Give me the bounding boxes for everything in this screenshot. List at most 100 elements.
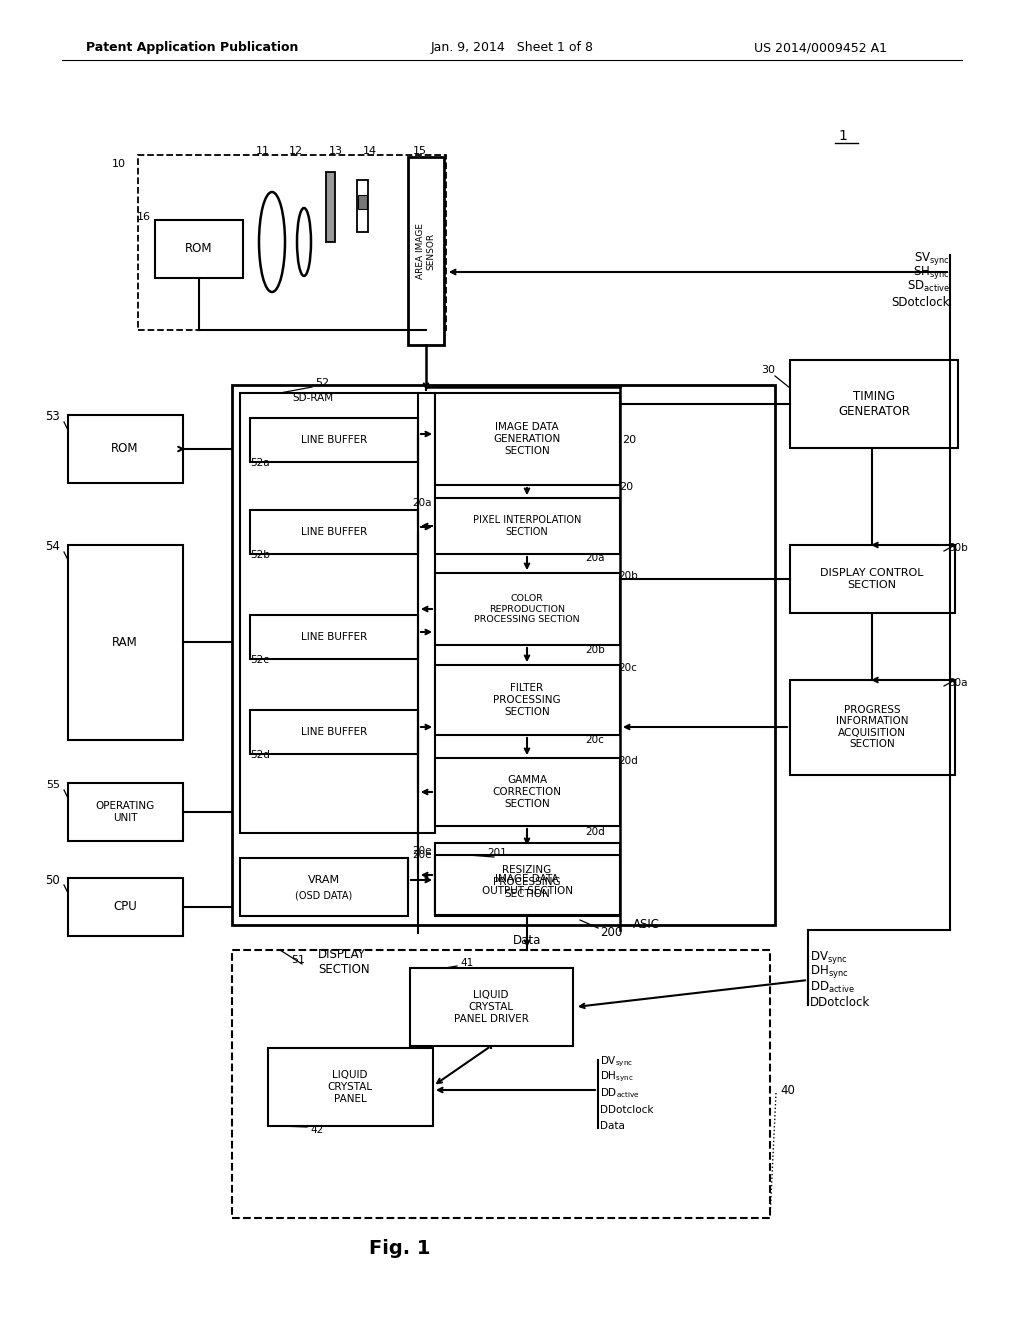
Bar — [410, 968, 573, 1045]
Text: 40: 40 — [780, 1084, 795, 1097]
Text: SDotclock: SDotclock — [892, 296, 950, 309]
Text: 42: 42 — [310, 1125, 324, 1135]
Text: DH$_\mathregular{sync}$: DH$_\mathregular{sync}$ — [600, 1069, 634, 1084]
Text: ROM: ROM — [112, 442, 138, 455]
Text: 11: 11 — [256, 147, 270, 156]
Text: 16: 16 — [137, 213, 151, 222]
Bar — [138, 154, 446, 330]
Text: Patent Application Publication: Patent Application Publication — [86, 41, 298, 54]
Bar — [155, 220, 243, 279]
Text: 20: 20 — [622, 436, 636, 445]
Text: DDotclock: DDotclock — [600, 1105, 653, 1115]
Text: DDotclock: DDotclock — [810, 997, 870, 1010]
Text: 20a: 20a — [413, 498, 432, 508]
Text: LINE BUFFER: LINE BUFFER — [301, 632, 368, 642]
Bar — [790, 545, 955, 612]
Bar — [435, 498, 620, 554]
Text: CPU: CPU — [113, 900, 137, 913]
Bar — [68, 545, 183, 741]
Text: DV$_\mathregular{sync}$: DV$_\mathregular{sync}$ — [600, 1055, 634, 1069]
Text: DD$_\mathregular{active}$: DD$_\mathregular{active}$ — [810, 979, 855, 994]
Text: 30b: 30b — [948, 543, 968, 553]
Text: 1: 1 — [839, 129, 848, 143]
Text: 20a: 20a — [585, 553, 604, 564]
Text: 20c: 20c — [585, 735, 604, 744]
Text: 30: 30 — [761, 366, 775, 375]
Text: DISPLAY CONTROL
SECTION: DISPLAY CONTROL SECTION — [820, 568, 924, 590]
Text: 52: 52 — [315, 378, 329, 388]
Text: ASIC: ASIC — [633, 917, 660, 931]
Bar — [408, 157, 444, 345]
Text: SH$_\mathregular{sync}$: SH$_\mathregular{sync}$ — [913, 264, 950, 281]
Text: 12: 12 — [289, 147, 303, 156]
Text: DH$_\mathregular{sync}$: DH$_\mathregular{sync}$ — [810, 964, 849, 981]
Bar — [435, 665, 620, 735]
Text: Data: Data — [600, 1121, 625, 1131]
Bar — [250, 418, 418, 462]
Bar — [435, 758, 620, 826]
Text: 14: 14 — [362, 147, 377, 156]
Text: Fig. 1: Fig. 1 — [370, 1238, 431, 1258]
Bar — [268, 1048, 433, 1126]
Text: DISPLAY
SECTION: DISPLAY SECTION — [318, 948, 370, 975]
Text: LINE BUFFER: LINE BUFFER — [301, 436, 368, 445]
Text: OPERATING
UNIT: OPERATING UNIT — [95, 801, 155, 822]
Bar — [435, 855, 620, 915]
Text: PIXEL INTERPOLATION
SECTION: PIXEL INTERPOLATION SECTION — [473, 515, 582, 537]
Text: LIQUID
CRYSTAL
PANEL: LIQUID CRYSTAL PANEL — [328, 1071, 373, 1104]
Text: GAMMA
CORRECTION
SECTION: GAMMA CORRECTION SECTION — [493, 775, 561, 809]
Text: 20d: 20d — [618, 756, 638, 766]
Text: 51: 51 — [291, 954, 305, 965]
Text: 20e: 20e — [413, 850, 432, 861]
Text: LIQUID
CRYSTAL
PANEL DRIVER: LIQUID CRYSTAL PANEL DRIVER — [454, 990, 528, 1023]
Text: 20c: 20c — [618, 663, 637, 673]
Text: DD$_\mathregular{active}$: DD$_\mathregular{active}$ — [600, 1086, 640, 1100]
Text: 13: 13 — [329, 147, 343, 156]
Bar — [790, 680, 955, 775]
Text: 10: 10 — [112, 158, 126, 169]
Text: RAM: RAM — [112, 635, 138, 648]
Text: 52d: 52d — [250, 750, 270, 760]
Bar — [435, 393, 620, 484]
Bar — [232, 950, 770, 1218]
Text: 20e: 20e — [413, 846, 432, 855]
Text: LINE BUFFER: LINE BUFFER — [301, 727, 368, 737]
Bar — [250, 710, 418, 754]
Text: US 2014/0009452 A1: US 2014/0009452 A1 — [754, 41, 887, 54]
Text: VRAM: VRAM — [308, 875, 340, 884]
Text: SD-RAM: SD-RAM — [292, 393, 333, 403]
Text: 55: 55 — [46, 780, 60, 789]
Bar — [68, 878, 183, 936]
Text: 15: 15 — [413, 147, 427, 156]
Text: 54: 54 — [45, 540, 60, 553]
Text: AREA IMAGE
SENSOR: AREA IMAGE SENSOR — [417, 223, 435, 279]
Text: DV$_\mathregular{sync}$: DV$_\mathregular{sync}$ — [810, 949, 848, 966]
Bar — [435, 847, 620, 916]
Bar — [68, 414, 183, 483]
Text: 30a: 30a — [948, 678, 968, 688]
Bar — [240, 393, 435, 833]
Text: 50: 50 — [45, 874, 60, 887]
Text: 53: 53 — [45, 411, 60, 424]
Text: LINE BUFFER: LINE BUFFER — [301, 527, 368, 537]
Bar — [250, 615, 418, 659]
Bar — [240, 858, 408, 916]
Text: SV$_\mathregular{sync}$: SV$_\mathregular{sync}$ — [914, 249, 950, 267]
Bar — [435, 843, 620, 911]
Bar — [358, 195, 367, 209]
Text: 52a: 52a — [250, 458, 269, 469]
Text: SD$_\mathregular{active}$: SD$_\mathregular{active}$ — [907, 279, 950, 293]
Text: IMAGE DATA
GENERATION
SECTION: IMAGE DATA GENERATION SECTION — [494, 422, 560, 455]
Text: 201: 201 — [487, 847, 507, 858]
Bar — [790, 360, 958, 447]
Bar — [68, 783, 183, 841]
Text: COLOR
REPRODUCTION
PROCESSING SECTION: COLOR REPRODUCTION PROCESSING SECTION — [474, 594, 580, 624]
Text: Jan. 9, 2014   Sheet 1 of 8: Jan. 9, 2014 Sheet 1 of 8 — [430, 41, 594, 54]
Text: ROM: ROM — [185, 243, 213, 256]
Text: FILTER
PROCESSING
SECTION: FILTER PROCESSING SECTION — [494, 684, 561, 717]
Text: Data: Data — [513, 933, 542, 946]
Bar — [250, 510, 418, 554]
Text: TIMING
GENERATOR: TIMING GENERATOR — [838, 389, 910, 418]
Text: RESIZING
PROCESSING
SECTION: RESIZING PROCESSING SECTION — [494, 866, 561, 899]
Text: 41: 41 — [460, 958, 473, 968]
